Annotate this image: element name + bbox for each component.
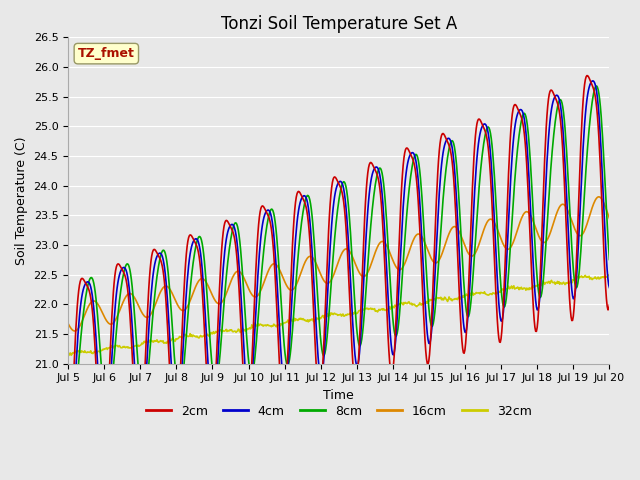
X-axis label: Time: Time [323, 389, 354, 402]
Title: Tonzi Soil Temperature Set A: Tonzi Soil Temperature Set A [221, 15, 457, 33]
Y-axis label: Soil Temperature (C): Soil Temperature (C) [15, 136, 28, 265]
Legend: 2cm, 4cm, 8cm, 16cm, 32cm: 2cm, 4cm, 8cm, 16cm, 32cm [141, 400, 537, 423]
Text: TZ_fmet: TZ_fmet [78, 47, 135, 60]
